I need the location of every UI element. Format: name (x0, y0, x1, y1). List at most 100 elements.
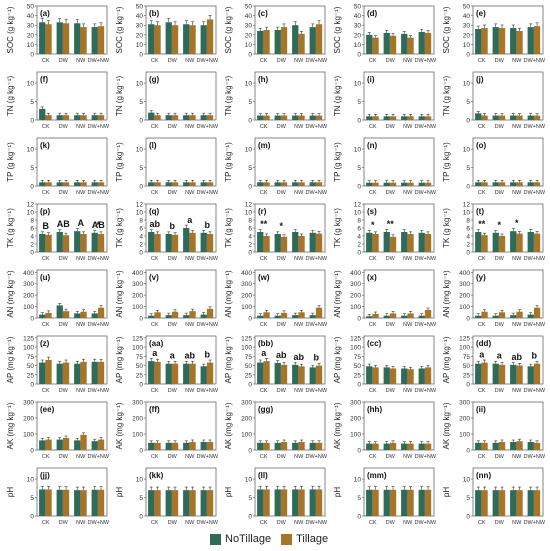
y-tick-label: 6 (248, 226, 252, 233)
bar (263, 489, 270, 516)
x-tick-label: DW+NW (196, 58, 218, 64)
y-tick-label: 25 (245, 372, 253, 379)
bar (257, 362, 264, 384)
y-tick-label: 20 (245, 32, 253, 39)
significance-label: a (170, 351, 176, 361)
y-tick-label: 125 (459, 335, 470, 342)
bar (492, 182, 499, 186)
panel-label: (n) (367, 141, 378, 150)
y-tick-label: 10 (136, 477, 144, 484)
panel: 0 25 50 75 100 125 AP (mg kg⁻¹) (aa) CK DW NW DW+NW… (115, 335, 219, 394)
significance-label: b (532, 351, 538, 361)
bar (383, 443, 390, 450)
panel: 0 5 10 TN (g kg⁻¹) (g) CK DW NW DW+NW (115, 71, 219, 130)
x-tick-label: DW (495, 388, 505, 394)
significance-label: b (170, 221, 176, 231)
bar (475, 113, 482, 120)
bar (315, 115, 323, 120)
x-tick-label: DW+NW (305, 58, 327, 64)
significance-label: * (96, 220, 100, 230)
x-tick-label: DW (59, 388, 69, 394)
x-tick-label: DW+NW (87, 520, 109, 526)
y-tick-label: 12 (27, 202, 35, 209)
bar (74, 115, 81, 120)
panel: 0 100 200 300 AK (mg kg⁻¹) (hh) CK DW NW DW+NW (333, 400, 437, 461)
y-tick-label: 40 (463, 13, 471, 20)
bar (183, 315, 190, 318)
bar (165, 442, 172, 450)
bar (418, 182, 425, 186)
panel-label: (dd) (476, 339, 491, 348)
bar (183, 182, 190, 186)
bar (97, 439, 105, 450)
bar (527, 232, 534, 252)
y-tick-label: 100 (241, 345, 252, 352)
y-axis-label: AP (mg kg⁻¹) (333, 336, 342, 383)
bar (257, 182, 264, 186)
panel-frame (472, 335, 544, 385)
x-tick-label: NW (512, 256, 522, 262)
bar (280, 489, 288, 516)
panel-label: (a) (40, 9, 50, 18)
bar (62, 235, 70, 252)
bar (407, 182, 414, 186)
bar (366, 116, 373, 120)
bar (315, 442, 323, 450)
panel-label: (mm) (367, 471, 387, 480)
bar (292, 115, 299, 120)
panel: 0 5 10 TN (g kg⁻¹) (h) CK DW NW DW+NW (224, 71, 328, 130)
bar (401, 489, 408, 516)
y-tick-label: 10 (354, 147, 362, 154)
x-tick-label: DW+NW (87, 322, 109, 328)
panel-label: (nn) (476, 471, 491, 480)
bar (407, 443, 414, 450)
panel: 0 25 50 75 100 125 AP (mg kg⁻¹) (cc) CK DW NW DW+NW (333, 335, 437, 394)
bar (309, 489, 316, 516)
bar (481, 235, 488, 252)
bar (516, 311, 523, 318)
y-tick-label: 30 (463, 23, 471, 30)
x-tick-label: CK (151, 58, 159, 64)
panel-label: (h) (258, 75, 269, 84)
x-tick-label: DW (59, 190, 69, 196)
bar (45, 24, 52, 54)
bar (200, 490, 207, 516)
bar (45, 489, 52, 516)
y-tick-label: 0 (30, 514, 34, 521)
y-axis-label: pH (6, 487, 15, 497)
bar (292, 182, 299, 186)
x-tick-label: CK (260, 454, 268, 460)
y-tick-label: 2 (30, 242, 34, 249)
x-tick-label: CK (369, 322, 377, 328)
y-tick-label: 10 (136, 210, 144, 217)
y-tick-label: 25 (463, 372, 471, 379)
bar (165, 22, 172, 54)
y-axis-label: TK (g kg⁻¹) (442, 208, 451, 248)
x-tick-label: DW (168, 454, 178, 460)
y-tick-label: 30 (354, 23, 362, 30)
x-tick-label: NW (294, 322, 304, 328)
panel-frame (145, 71, 217, 121)
panel-label: (bb) (258, 339, 273, 348)
bar (315, 233, 323, 252)
panel-label: (e) (476, 9, 486, 18)
x-tick-label: CK (369, 454, 377, 460)
x-tick-label: CK (151, 520, 159, 526)
bar (516, 233, 523, 252)
y-tick-label: 40 (354, 13, 362, 20)
y-axis-label: TP (g kg⁻¹) (6, 142, 15, 182)
bar (510, 115, 517, 120)
x-tick-label: NW (294, 454, 304, 460)
bar (74, 313, 81, 318)
bar (492, 232, 499, 252)
y-tick-label: 125 (23, 335, 34, 342)
bar (200, 314, 207, 318)
bar (498, 364, 506, 384)
x-tick-label: NW (403, 190, 413, 196)
x-tick-label: DW (168, 190, 178, 196)
panel-label: (f) (40, 75, 48, 84)
panel-frame (36, 401, 108, 451)
y-tick-label: 20 (27, 32, 35, 39)
x-tick-label: NW (403, 520, 413, 526)
bar (372, 367, 379, 384)
